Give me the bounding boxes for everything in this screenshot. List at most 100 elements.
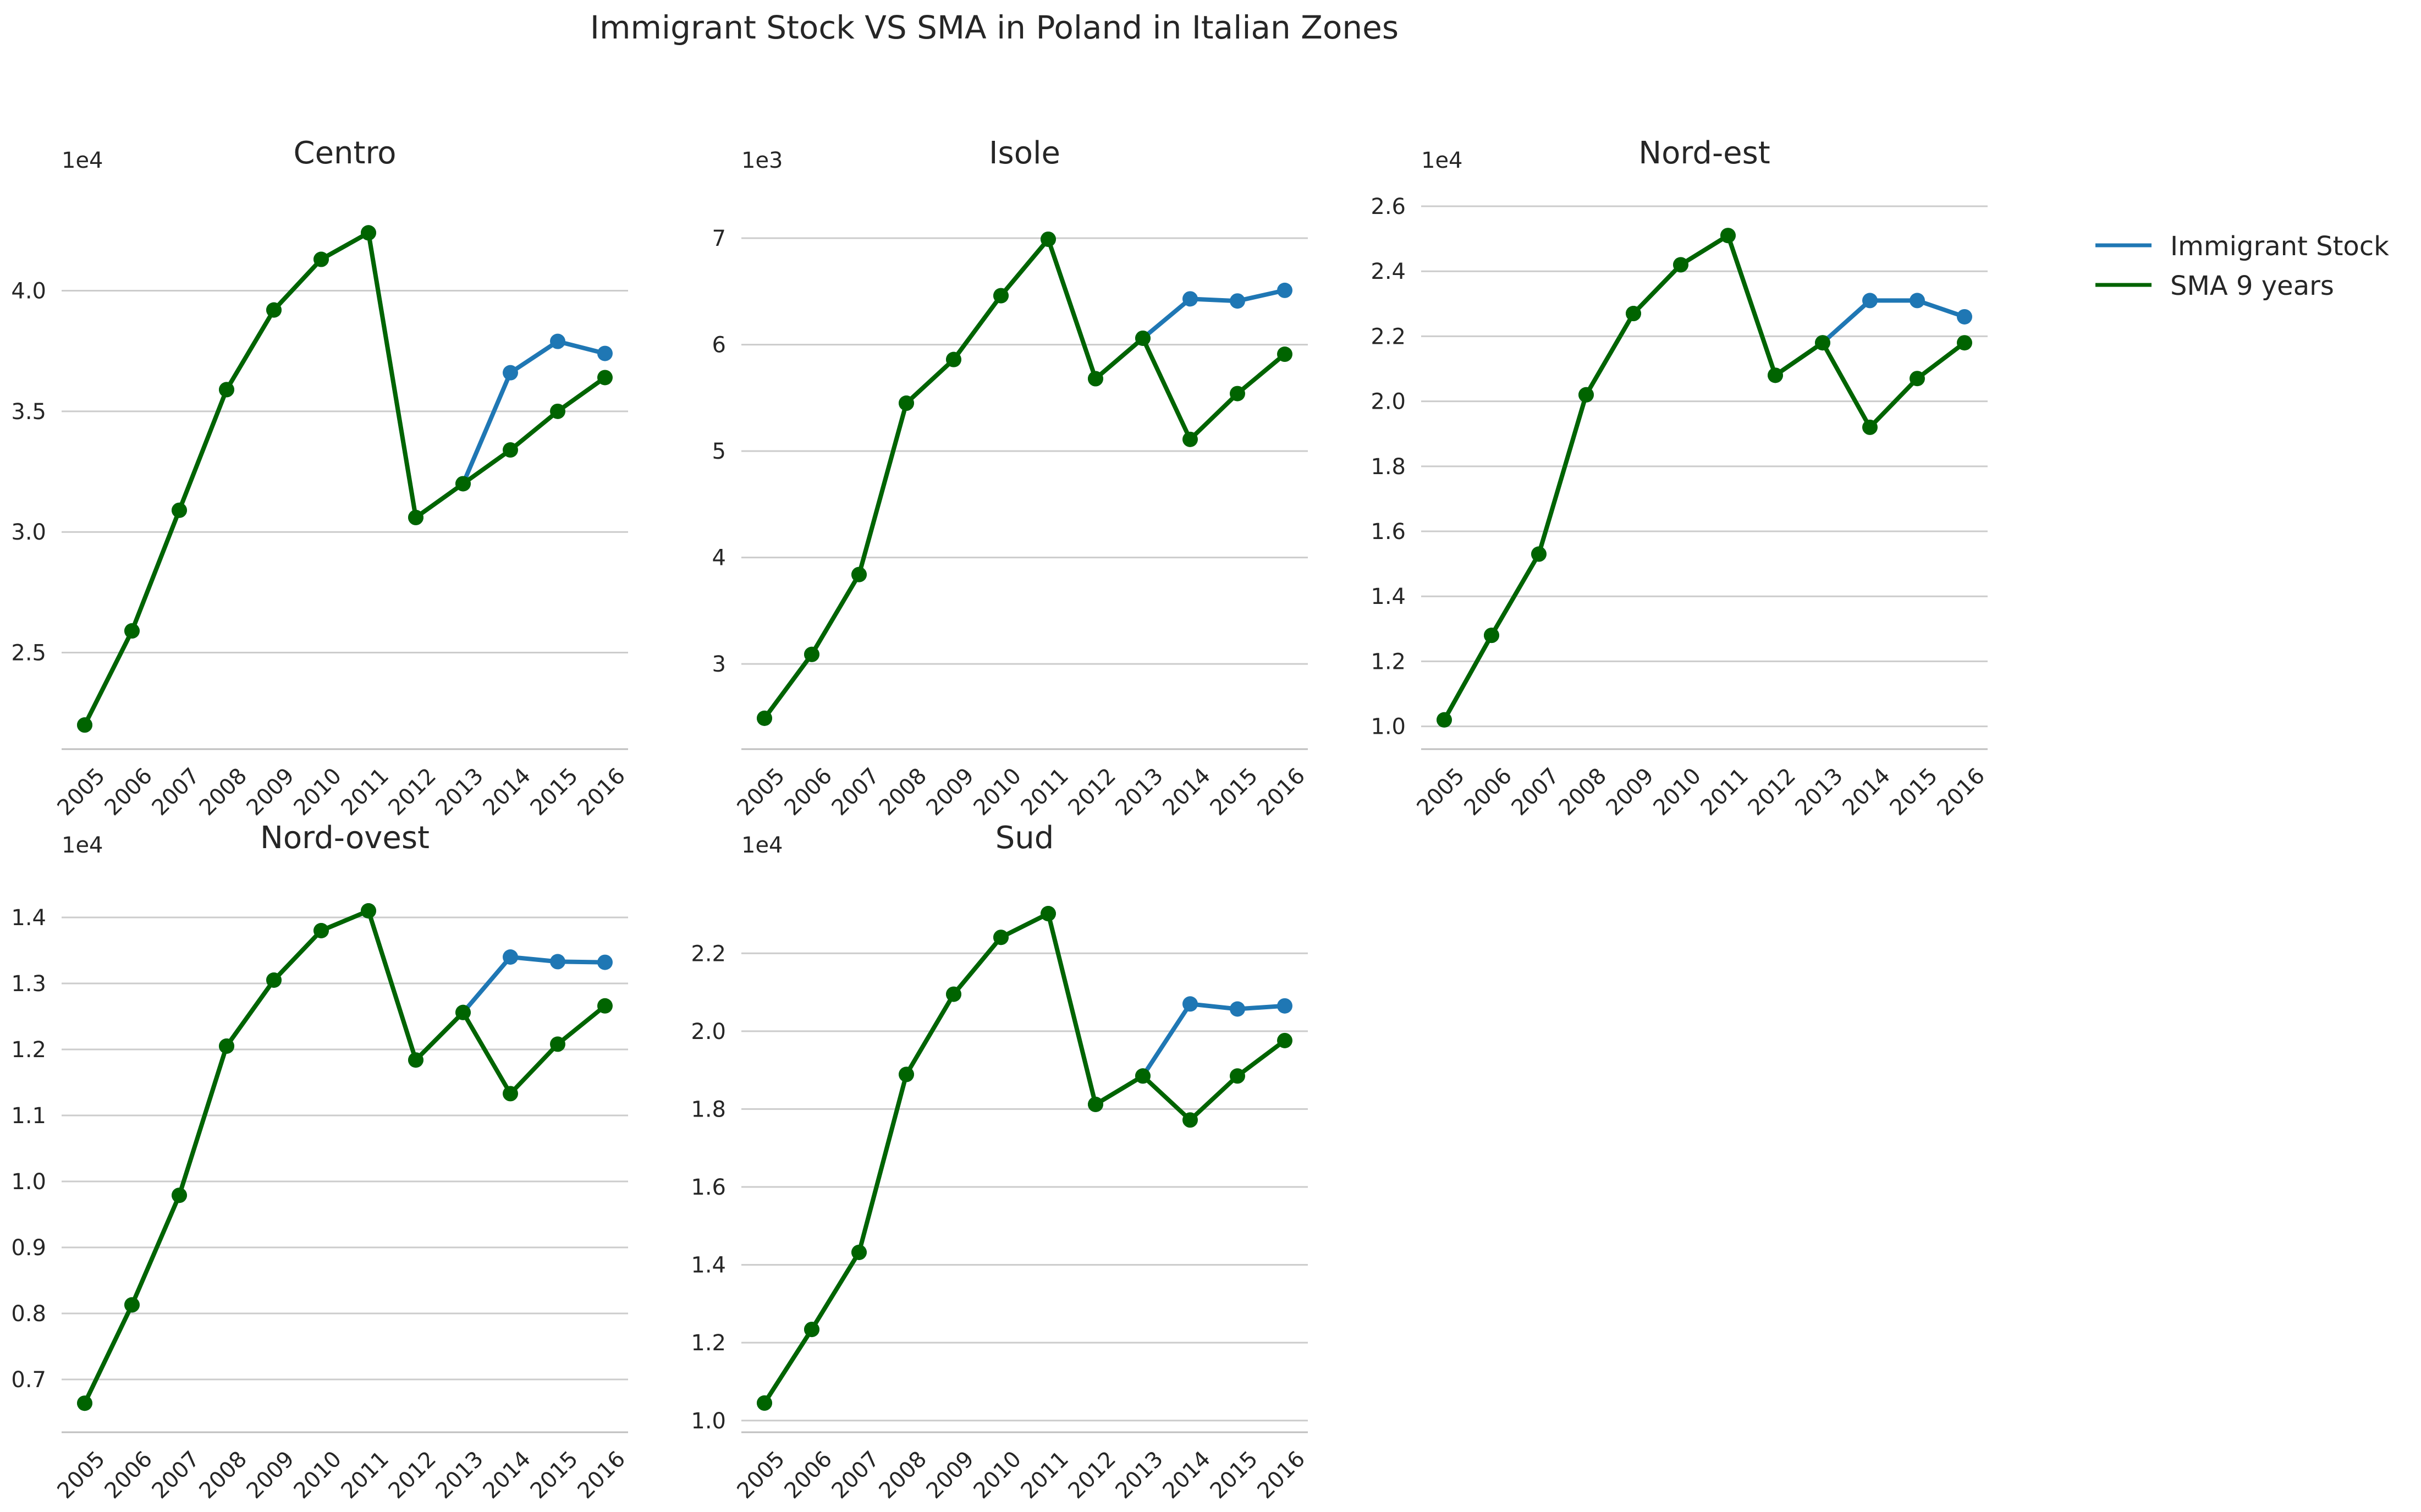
data-point-sma [1041,231,1056,247]
x-tick-label: 2005 [1412,763,1470,821]
data-point-sma [804,1322,819,1338]
series-line-stock [82,230,606,726]
x-tick-label: 2011 [337,1447,394,1504]
y-tick-label: 1.6 [1371,519,1406,545]
axis-multiplier: 1e4 [741,833,783,858]
data-point-sma [408,509,423,525]
x-tick-label: 2014 [478,763,536,821]
x-tick-label: 2011 [1016,763,1074,821]
y-tick-label: 5 [712,439,726,464]
x-tick-label: 2011 [1696,763,1754,821]
data-point-stock [503,949,518,965]
x-tick-label: 2008 [874,763,932,821]
data-point-sma [266,302,282,318]
y-tick-label: 0.9 [11,1235,46,1261]
data-point-sma [1768,367,1783,383]
data-point-sma [1815,335,1830,351]
y-tick-label: 1.0 [1371,714,1406,740]
data-point-sma [1578,387,1594,403]
subplot-title: Nord-est [1638,135,1770,171]
data-point-sma [313,251,329,267]
y-tick-label: 1.2 [1371,649,1406,674]
data-point-sma [1437,712,1452,728]
x-tick-label: 2016 [573,763,631,821]
data-point-sma [219,1038,234,1054]
x-tick-label: 2008 [1554,763,1612,821]
data-point-sma [77,717,92,733]
data-point-sma [757,1395,772,1411]
x-tick-label: 2006 [1460,763,1517,821]
data-point-sma [899,1066,914,1082]
x-tick-label: 2005 [733,1447,790,1504]
x-tick-label: 2016 [1933,763,1990,821]
y-tick-label: 0.7 [11,1367,46,1393]
series-line-sma [1442,233,1966,721]
data-point-sma [455,1004,471,1020]
data-point-stock [550,333,565,349]
x-tick-label: 2011 [1016,1447,1074,1504]
y-tick-label: 4 [712,546,726,571]
data-point-sma [455,476,471,492]
data-point-sma [361,225,376,241]
x-tick-label: 2010 [969,763,1027,821]
y-tick-label: 1.0 [691,1409,726,1434]
x-tick-label: 2010 [289,1447,347,1504]
data-point-sma [77,1395,92,1411]
data-point-sma [1910,371,1925,387]
series-line-sma [762,911,1286,1405]
data-point-sma [1182,1112,1198,1128]
series-line-sma [82,230,607,726]
data-point-sma [1182,431,1198,447]
data-point-stock [1182,291,1198,307]
x-tick-label: 2014 [1158,763,1216,821]
data-point-sma [946,351,961,367]
data-point-sma [757,710,772,726]
x-tick-label: 2010 [289,763,347,821]
x-tick-label: 2009 [922,1447,980,1504]
data-point-sma [503,442,518,458]
data-point-sma [1862,419,1878,435]
x-tick-label: 2006 [780,1447,838,1504]
x-tick-label: 2005 [53,763,111,821]
data-point-sma [899,395,914,411]
subplot-title: Nord-ovest [260,820,430,856]
x-tick-label: 2015 [1206,1447,1263,1504]
x-tick-label: 2014 [1158,1447,1216,1504]
x-tick-label: 2013 [431,1447,489,1504]
data-point-sma [851,1244,867,1260]
data-point-stock [1230,293,1245,309]
data-point-sma [266,972,282,988]
x-tick-label: 2015 [1206,763,1263,821]
subplots: 2.53.03.54.02005200620072008200920102011… [11,135,1990,1504]
x-tick-label: 2005 [53,1447,111,1504]
data-point-sma [1673,257,1688,273]
data-point-sma [172,502,187,518]
axis-multiplier: 1e3 [741,148,783,173]
data-point-sma [124,623,140,639]
x-tick-label: 2009 [242,1447,300,1504]
x-tick-label: 2007 [1507,763,1565,821]
y-tick-label: 1.4 [11,905,46,931]
y-tick-label: 1.8 [1371,454,1406,480]
data-point-sma [1720,228,1736,244]
subplot-title: Isole [989,135,1060,171]
x-tick-label: 2014 [1838,763,1896,821]
data-point-sma [946,986,961,1002]
y-tick-label: 3.5 [11,399,46,425]
x-tick-label: 2016 [1253,1447,1311,1504]
subplot-nord-ovest: 0.7 0.8 0.9 1.0 1.1 1.2 1.3 1.4 2005200620072008… [11,820,630,1504]
subplot-sud: 1.0 1.2 1.4 1.6 1.8 2.0 2.2 2005200620072008200… [691,820,1310,1504]
data-point-sma [851,567,867,582]
data-point-sma [597,998,613,1014]
y-tick-label: 1.2 [11,1037,46,1063]
x-tick-label: 2013 [1791,763,1848,821]
x-tick-label: 2011 [337,763,394,821]
legend: Immigrant Stock SMA 9 years [2095,231,2389,301]
data-point-stock [550,954,565,970]
legend-label-sma: SMA 9 years [2170,271,2334,301]
legend-label-stock: Immigrant Stock [2170,231,2389,262]
x-tick-label: 2012 [384,763,442,821]
data-point-sma [1230,1068,1245,1084]
